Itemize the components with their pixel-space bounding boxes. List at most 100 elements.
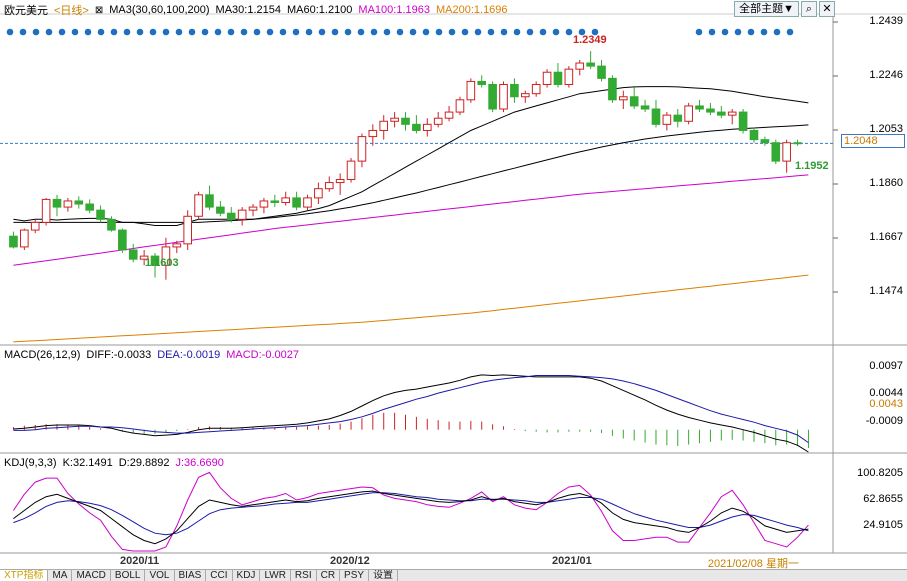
candle-body <box>107 218 116 231</box>
search-icon[interactable]: ⌕ <box>801 1 817 17</box>
macd-current-tag: 0.0043 <box>869 398 903 410</box>
candle-body <box>575 62 585 70</box>
price-tick: 1.2053 <box>869 123 903 135</box>
kdj-k-line <box>13 490 809 545</box>
candle-body <box>455 99 465 113</box>
tab-rsi[interactable]: RSI <box>291 570 317 581</box>
signal-dot <box>136 28 144 36</box>
signal-dot <box>175 28 183 36</box>
signal-dot <box>396 28 404 36</box>
macd-value: MACD:-0.0027 <box>226 349 299 361</box>
signal-dot <box>32 28 40 36</box>
candle-body <box>717 111 726 116</box>
signal-dot <box>747 28 755 36</box>
kdj-tick: 24.9105 <box>863 519 903 531</box>
signal-dot <box>591 28 599 36</box>
candle-body <box>96 209 105 220</box>
candle-body <box>172 243 182 248</box>
date-tick: 2021/01 <box>552 555 592 567</box>
signal-dot <box>383 28 391 36</box>
candle-body <box>738 111 748 131</box>
tab-cci[interactable]: CCI <box>206 570 233 581</box>
ma200-line <box>13 274 809 343</box>
signal-dot <box>357 28 365 36</box>
signal-dot <box>279 28 287 36</box>
tab-vol[interactable]: VOL <box>145 570 175 581</box>
tab-cr[interactable]: CR <box>317 570 341 581</box>
indicator-tabs: XTP指标 MA MACD BOLL VOL BIAS CCI KDJ LWR … <box>0 569 907 581</box>
candle-body <box>216 206 225 214</box>
candle-body <box>793 142 802 145</box>
tab-psy[interactable]: PSY <box>340 570 370 581</box>
theme-dropdown[interactable]: 全部主题▼ <box>734 1 799 17</box>
high-annotation: 1.2349 <box>573 34 607 46</box>
macd-header: MACD(26,12,9) DIFF:-0.0033 DEA:-0.0019 M… <box>4 349 299 361</box>
candle-body <box>139 255 149 260</box>
signal-dot <box>123 28 131 36</box>
tab-kdj[interactable]: KDJ <box>233 570 261 581</box>
candle-body <box>41 198 51 223</box>
low-annotation-right: 1.1952 <box>795 160 829 172</box>
macd-dea-line <box>13 375 809 444</box>
candle-body <box>346 160 356 181</box>
signal-dot <box>448 28 456 36</box>
candle-body <box>128 249 138 260</box>
candle-body <box>118 229 127 251</box>
candle-body <box>597 65 606 79</box>
tab-settings[interactable]: 设置 <box>369 570 399 581</box>
ma-settings-icon[interactable]: ⊠ <box>94 4 104 16</box>
kdj-tick: 100.8205 <box>857 467 903 479</box>
candle-body <box>662 114 672 125</box>
signal-dot <box>370 28 378 36</box>
candle-body <box>553 71 563 85</box>
signal-dot <box>344 28 352 36</box>
tab-ma[interactable]: MA <box>48 570 73 581</box>
signal-dot <box>110 28 118 36</box>
candle-body <box>368 129 378 138</box>
ma60-value: MA60:1.2100 <box>286 4 353 16</box>
ma30-line <box>13 86 809 226</box>
candle-body <box>248 206 258 211</box>
symbol-label[interactable]: 欧元美元 <box>4 5 48 17</box>
signal-dot <box>539 28 547 36</box>
cursor-date: 2021/02/08 星期一 <box>707 558 799 570</box>
signal-dot <box>708 28 716 36</box>
kdj-tick: 62.8655 <box>863 493 903 505</box>
candle-body <box>9 235 18 248</box>
kdj-d: D:29.8892 <box>118 457 170 469</box>
candle-body <box>444 111 454 119</box>
candle-body <box>412 123 421 131</box>
tab-lwr[interactable]: LWR <box>260 570 291 581</box>
candle-body <box>324 182 334 190</box>
candle-body <box>531 83 541 95</box>
candle-body <box>706 108 715 113</box>
candle-body <box>74 200 84 205</box>
candle-body <box>651 108 661 125</box>
candle-body <box>673 114 683 122</box>
close-icon[interactable]: ✕ <box>819 1 835 17</box>
date-tick: 2020/11 <box>120 555 160 567</box>
kdj-title: KDJ(9,3,3) <box>4 457 57 469</box>
signal-dot <box>253 28 261 36</box>
signal-dot <box>162 28 170 36</box>
low-annotation-left: 1.1603 <box>145 257 179 269</box>
price-tick: 1.2246 <box>869 69 903 81</box>
ma-title: MA3(30,60,100,200) <box>109 4 210 16</box>
signal-dot <box>318 28 326 36</box>
tab-bias[interactable]: BIAS <box>175 570 207 581</box>
tab-macd[interactable]: MACD <box>72 570 111 581</box>
ma200-value: MA200:1.1696 <box>435 4 508 16</box>
macd-tick: 0.0044 <box>869 387 903 399</box>
signal-dot <box>6 28 14 36</box>
candle-body <box>749 129 759 141</box>
tab-boll[interactable]: BOLL <box>111 570 146 581</box>
signal-dot <box>292 28 300 36</box>
candle-body <box>782 142 791 162</box>
macd-diff: DIFF:-0.0033 <box>86 349 152 361</box>
candle-body <box>314 188 323 199</box>
tab-xtp[interactable]: XTP指标 <box>0 570 49 581</box>
signal-dot <box>45 28 53 36</box>
candle-body <box>608 77 617 101</box>
period-label[interactable]: <日线> <box>54 5 89 17</box>
